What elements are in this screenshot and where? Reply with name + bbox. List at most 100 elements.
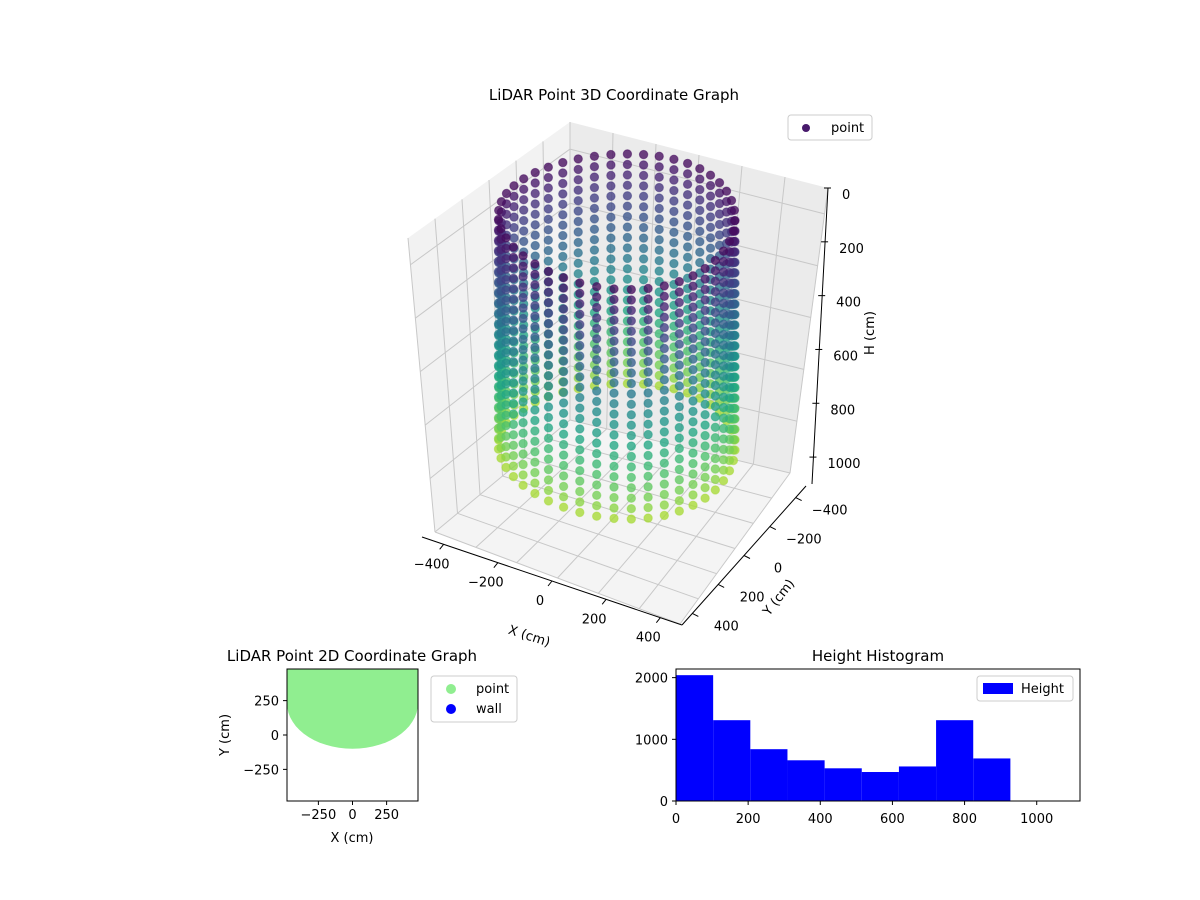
point	[509, 181, 519, 191]
point	[659, 458, 669, 468]
chart-2d-legend: point wall	[430, 675, 518, 723]
point	[710, 370, 720, 380]
point	[718, 371, 729, 381]
point	[688, 490, 698, 500]
point	[695, 205, 705, 216]
point	[543, 225, 553, 235]
x-tick	[547, 580, 553, 587]
point	[575, 309, 585, 319]
x-tick	[439, 544, 445, 550]
point	[688, 375, 698, 385]
point	[638, 149, 649, 160]
point	[659, 395, 669, 406]
point	[530, 374, 540, 384]
point	[508, 471, 519, 482]
point	[592, 386, 602, 396]
point	[518, 397, 528, 407]
point	[659, 500, 669, 510]
point	[508, 263, 519, 273]
grid-line	[789, 187, 829, 474]
point	[659, 322, 669, 333]
point	[592, 511, 602, 521]
point	[530, 363, 540, 373]
point	[669, 248, 679, 258]
point	[592, 428, 602, 438]
legend-label-height: Height	[1021, 682, 1064, 697]
point	[626, 493, 636, 503]
point	[654, 193, 664, 203]
point	[575, 466, 585, 476]
height-histogram: Height Histogram 0 200 400 600 800 1000 0 1000 2…	[635, 647, 1081, 827]
point	[718, 413, 729, 423]
point	[659, 302, 669, 312]
point	[518, 428, 528, 438]
point	[688, 448, 698, 458]
point	[718, 361, 729, 371]
point	[674, 276, 684, 287]
h-tick-label: 0	[842, 188, 850, 203]
point	[609, 472, 619, 482]
point	[592, 438, 602, 448]
point	[592, 344, 602, 354]
point	[710, 287, 720, 297]
point	[669, 238, 679, 248]
point	[573, 216, 583, 227]
point	[508, 367, 519, 377]
point	[622, 274, 633, 284]
point	[705, 191, 716, 201]
point	[558, 168, 568, 178]
point	[575, 372, 585, 382]
point	[575, 455, 585, 465]
point	[710, 318, 720, 328]
point	[609, 451, 619, 461]
point	[530, 384, 540, 394]
point	[654, 172, 664, 182]
point	[558, 220, 568, 230]
point	[700, 483, 710, 493]
x-tick-label: 400	[636, 631, 661, 646]
point	[643, 398, 653, 408]
point	[530, 199, 540, 209]
point	[530, 178, 540, 188]
point	[543, 172, 553, 183]
point	[695, 226, 705, 237]
point	[508, 430, 519, 440]
point	[573, 227, 583, 237]
point	[622, 159, 633, 170]
point	[558, 199, 568, 210]
point	[575, 288, 585, 298]
point	[718, 434, 729, 444]
point	[674, 391, 684, 401]
point	[718, 455, 729, 465]
point	[573, 206, 583, 216]
point	[700, 316, 710, 326]
point	[508, 409, 519, 419]
point	[710, 360, 720, 370]
legend-box	[787, 114, 873, 141]
point	[543, 454, 554, 464]
point	[682, 263, 693, 273]
point	[626, 295, 636, 305]
point	[575, 382, 585, 392]
point	[518, 418, 528, 428]
point	[654, 162, 664, 172]
h-axis-label: H (cm)	[863, 311, 878, 355]
point	[543, 350, 554, 360]
point	[609, 430, 619, 440]
point	[710, 266, 720, 276]
point	[543, 204, 553, 214]
plot-frame-hist	[675, 668, 1081, 802]
point	[700, 451, 710, 462]
point	[558, 356, 569, 366]
point	[688, 312, 698, 323]
point	[508, 378, 519, 388]
point	[638, 243, 649, 254]
point	[558, 262, 568, 272]
point	[705, 201, 716, 212]
point	[626, 441, 636, 451]
point	[718, 246, 729, 256]
point	[518, 449, 528, 459]
point	[589, 182, 600, 193]
point	[609, 336, 619, 346]
point	[543, 214, 553, 225]
